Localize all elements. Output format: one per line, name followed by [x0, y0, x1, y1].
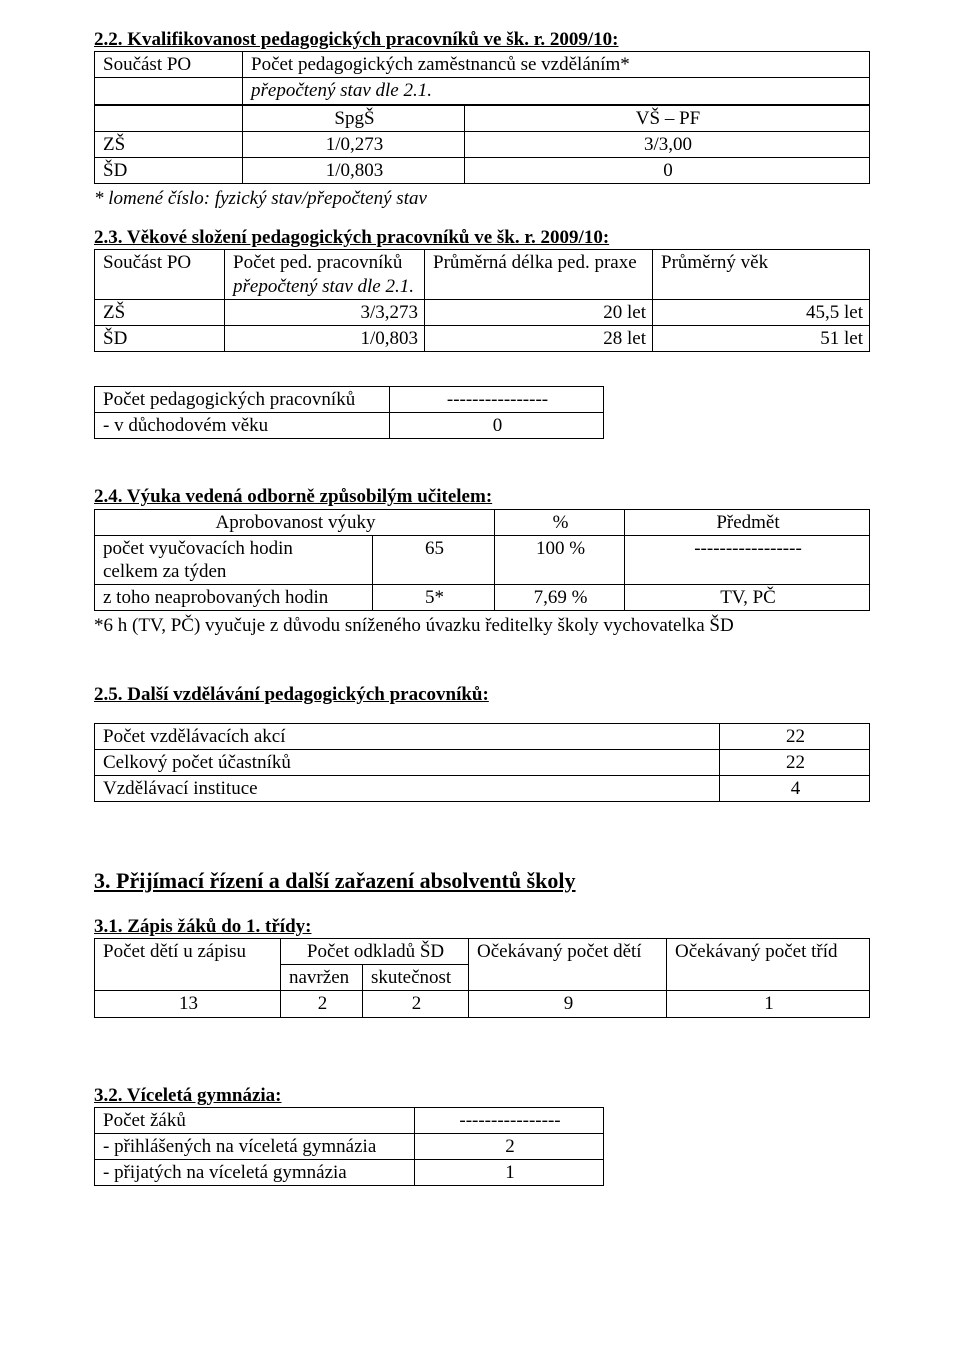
t25-r3c1: Vzdělávací instituce: [95, 775, 720, 801]
t24-r1c1a: počet vyučovacích hodin: [103, 538, 293, 559]
t32-r1c1: Počet žáků: [95, 1107, 415, 1133]
heading-2-2: 2.2. Kvalifikovanost pedagogických praco…: [94, 28, 870, 51]
heading-3-text: 3. Přijímací řízení a další zařazení abs…: [94, 868, 576, 893]
t23-r3c4: 51 let: [653, 325, 870, 351]
t22a-r2c1: [95, 78, 243, 104]
table-2-2a: Součást PO Počet pedagogických zaměstnan…: [94, 51, 870, 104]
t31-r1c2: 2: [281, 991, 363, 1017]
note-2-4: *6 h (TV, PČ) vyučuje z důvodu sníženého…: [94, 614, 870, 637]
t23-h3: Průměrná délka ped. praxe: [425, 250, 653, 299]
t22b-r1c2: 1/0,273: [243, 131, 465, 157]
t22a-r2c2: přepočtený stav dle 2.1.: [243, 78, 870, 104]
t32-r3c2: 1: [415, 1160, 604, 1186]
t24-r1c1: počet vyučovacích hodin celkem za týden: [95, 535, 373, 584]
t22b-h1: SpgŠ: [243, 105, 465, 131]
heading-3-1: 3.1. Zápis žáků do 1. třídy:: [94, 915, 870, 938]
table-2-5: Počet vzdělávacích akcí 22 Celkový počet…: [94, 723, 870, 803]
t25-r1c2: 22: [720, 723, 870, 749]
t25-r2c1: Celkový počet účastníků: [95, 749, 720, 775]
heading-2-3-text: 2.3. Věkové složení pedagogických pracov…: [94, 227, 609, 248]
t24-r1c2: 65: [373, 535, 495, 584]
t24-r1c1b: celkem za týden: [103, 561, 226, 582]
table-2-3-mini: Počet pedagogických pracovníků ---------…: [94, 386, 604, 439]
t23-r2c4: 45,5 let: [653, 299, 870, 325]
t31-r1c5: 1: [667, 991, 870, 1017]
heading-2-4-text: 2.4. Výuka vedená odborně způsobilým uči…: [94, 486, 492, 507]
t24-h1: Aprobovanost výuky: [95, 509, 495, 535]
t23-r3c3: 28 let: [425, 325, 653, 351]
t24-r1c4: -----------------: [625, 535, 870, 584]
t24-h3: Předmět: [625, 509, 870, 535]
t31-h1: Počet dětí u zápisu: [95, 939, 281, 991]
table-2-3: Součást PO Počet ped. pracovníků přepočt…: [94, 249, 870, 352]
t31-r1c4: 9: [469, 991, 667, 1017]
page: 2.2. Kvalifikovanost pedagogických praco…: [0, 0, 960, 1226]
t23-r2c2: 3/3,273: [225, 299, 425, 325]
t23-h4: Průměrný věk: [653, 250, 870, 299]
t25-r2c2: 22: [720, 749, 870, 775]
t23-r2c1: ZŠ: [95, 299, 225, 325]
t24-r2c4: TV, PČ: [625, 585, 870, 611]
heading-3-1-text: 3.1. Zápis žáků do 1. třídy:: [94, 916, 311, 937]
note-2-2: * lomené číslo: fyzický stav/přepočtený …: [94, 187, 870, 210]
t22b-r2c1: ŠD: [95, 157, 243, 183]
table-3-2: Počet žáků ---------------- - přihlášený…: [94, 1107, 604, 1187]
heading-2-5: 2.5. Další vzdělávání pedagogických prac…: [94, 683, 870, 706]
t24-r1c3: 100 %: [495, 535, 625, 584]
t32-r2c2: 2: [415, 1133, 604, 1159]
t23-r3c1: ŠD: [95, 325, 225, 351]
t23m-r1c2: ----------------: [390, 387, 604, 413]
t23-h2a: Počet ped. pracovníků: [233, 252, 402, 273]
heading-3: 3. Přijímací řízení a další zařazení abs…: [94, 868, 870, 895]
t31-sh2: skutečnost: [363, 965, 469, 991]
heading-2-3: 2.3. Věkové složení pedagogických pracov…: [94, 226, 870, 249]
t24-h2: %: [495, 509, 625, 535]
heading-3-2: 3.2. Víceletá gymnázia:: [94, 1084, 870, 1107]
heading-3-2-text: 3.2. Víceletá gymnázia:: [94, 1085, 282, 1106]
t31-h2: Počet odkladů ŠD: [281, 939, 469, 965]
t31-h4: Očekávaný počet tříd: [667, 939, 870, 991]
table-2-2b: SpgŠ VŠ – PF ZŠ 1/0,273 3/3,00 ŠD 1/0,80…: [94, 105, 870, 185]
t23m-r2c2: 0: [390, 413, 604, 439]
t25-r3c2: 4: [720, 775, 870, 801]
t23m-r2c1: - v důchodovém věku: [95, 413, 390, 439]
t24-r2c3: 7,69 %: [495, 585, 625, 611]
t24-r2c2: 5*: [373, 585, 495, 611]
table-3-1: Počet dětí u zápisu Počet odkladů ŠD Oče…: [94, 938, 870, 1018]
heading-2-5-text: 2.5. Další vzdělávání pedagogických prac…: [94, 684, 489, 705]
t22b-r2c3: 0: [465, 157, 870, 183]
t25-r1c1: Počet vzdělávacích akcí: [95, 723, 720, 749]
t31-r1c1: 13: [95, 991, 281, 1017]
t32-r3c1: - přijatých na víceletá gymnázia: [95, 1160, 415, 1186]
heading-2-2-text: 2.2. Kvalifikovanost pedagogických praco…: [94, 29, 619, 50]
t22b-r1c1: ZŠ: [95, 131, 243, 157]
t22b-h0: [95, 105, 243, 131]
t23-r3c2: 1/0,803: [225, 325, 425, 351]
t23m-r1c1: Počet pedagogických pracovníků: [95, 387, 390, 413]
t22b-h2: VŠ – PF: [465, 105, 870, 131]
t31-sh1: navržen: [281, 965, 363, 991]
t32-r2c1: - přihlášených na víceletá gymnázia: [95, 1133, 415, 1159]
t32-r1c2: ----------------: [415, 1107, 604, 1133]
t22b-r2c2: 1/0,803: [243, 157, 465, 183]
t31-r1c3: 2: [363, 991, 469, 1017]
t23-h2: Počet ped. pracovníků přepočtený stav dl…: [225, 250, 425, 299]
t23-r2c3: 20 let: [425, 299, 653, 325]
table-2-4: Aprobovanost výuky % Předmět počet vyučo…: [94, 509, 870, 612]
t31-h3: Očekávaný počet dětí: [469, 939, 667, 991]
t23-h2b: přepočtený stav dle 2.1.: [233, 276, 414, 297]
t22a-r1c2: Počet pedagogických zaměstnanců se vzděl…: [243, 52, 870, 78]
t24-r2c1: z toho neaprobovaných hodin: [95, 585, 373, 611]
t22a-r1c1: Součást PO: [95, 52, 243, 78]
heading-2-4: 2.4. Výuka vedená odborně způsobilým uči…: [94, 485, 870, 508]
t23-h1: Součást PO: [95, 250, 225, 299]
t22b-r1c3: 3/3,00: [465, 131, 870, 157]
